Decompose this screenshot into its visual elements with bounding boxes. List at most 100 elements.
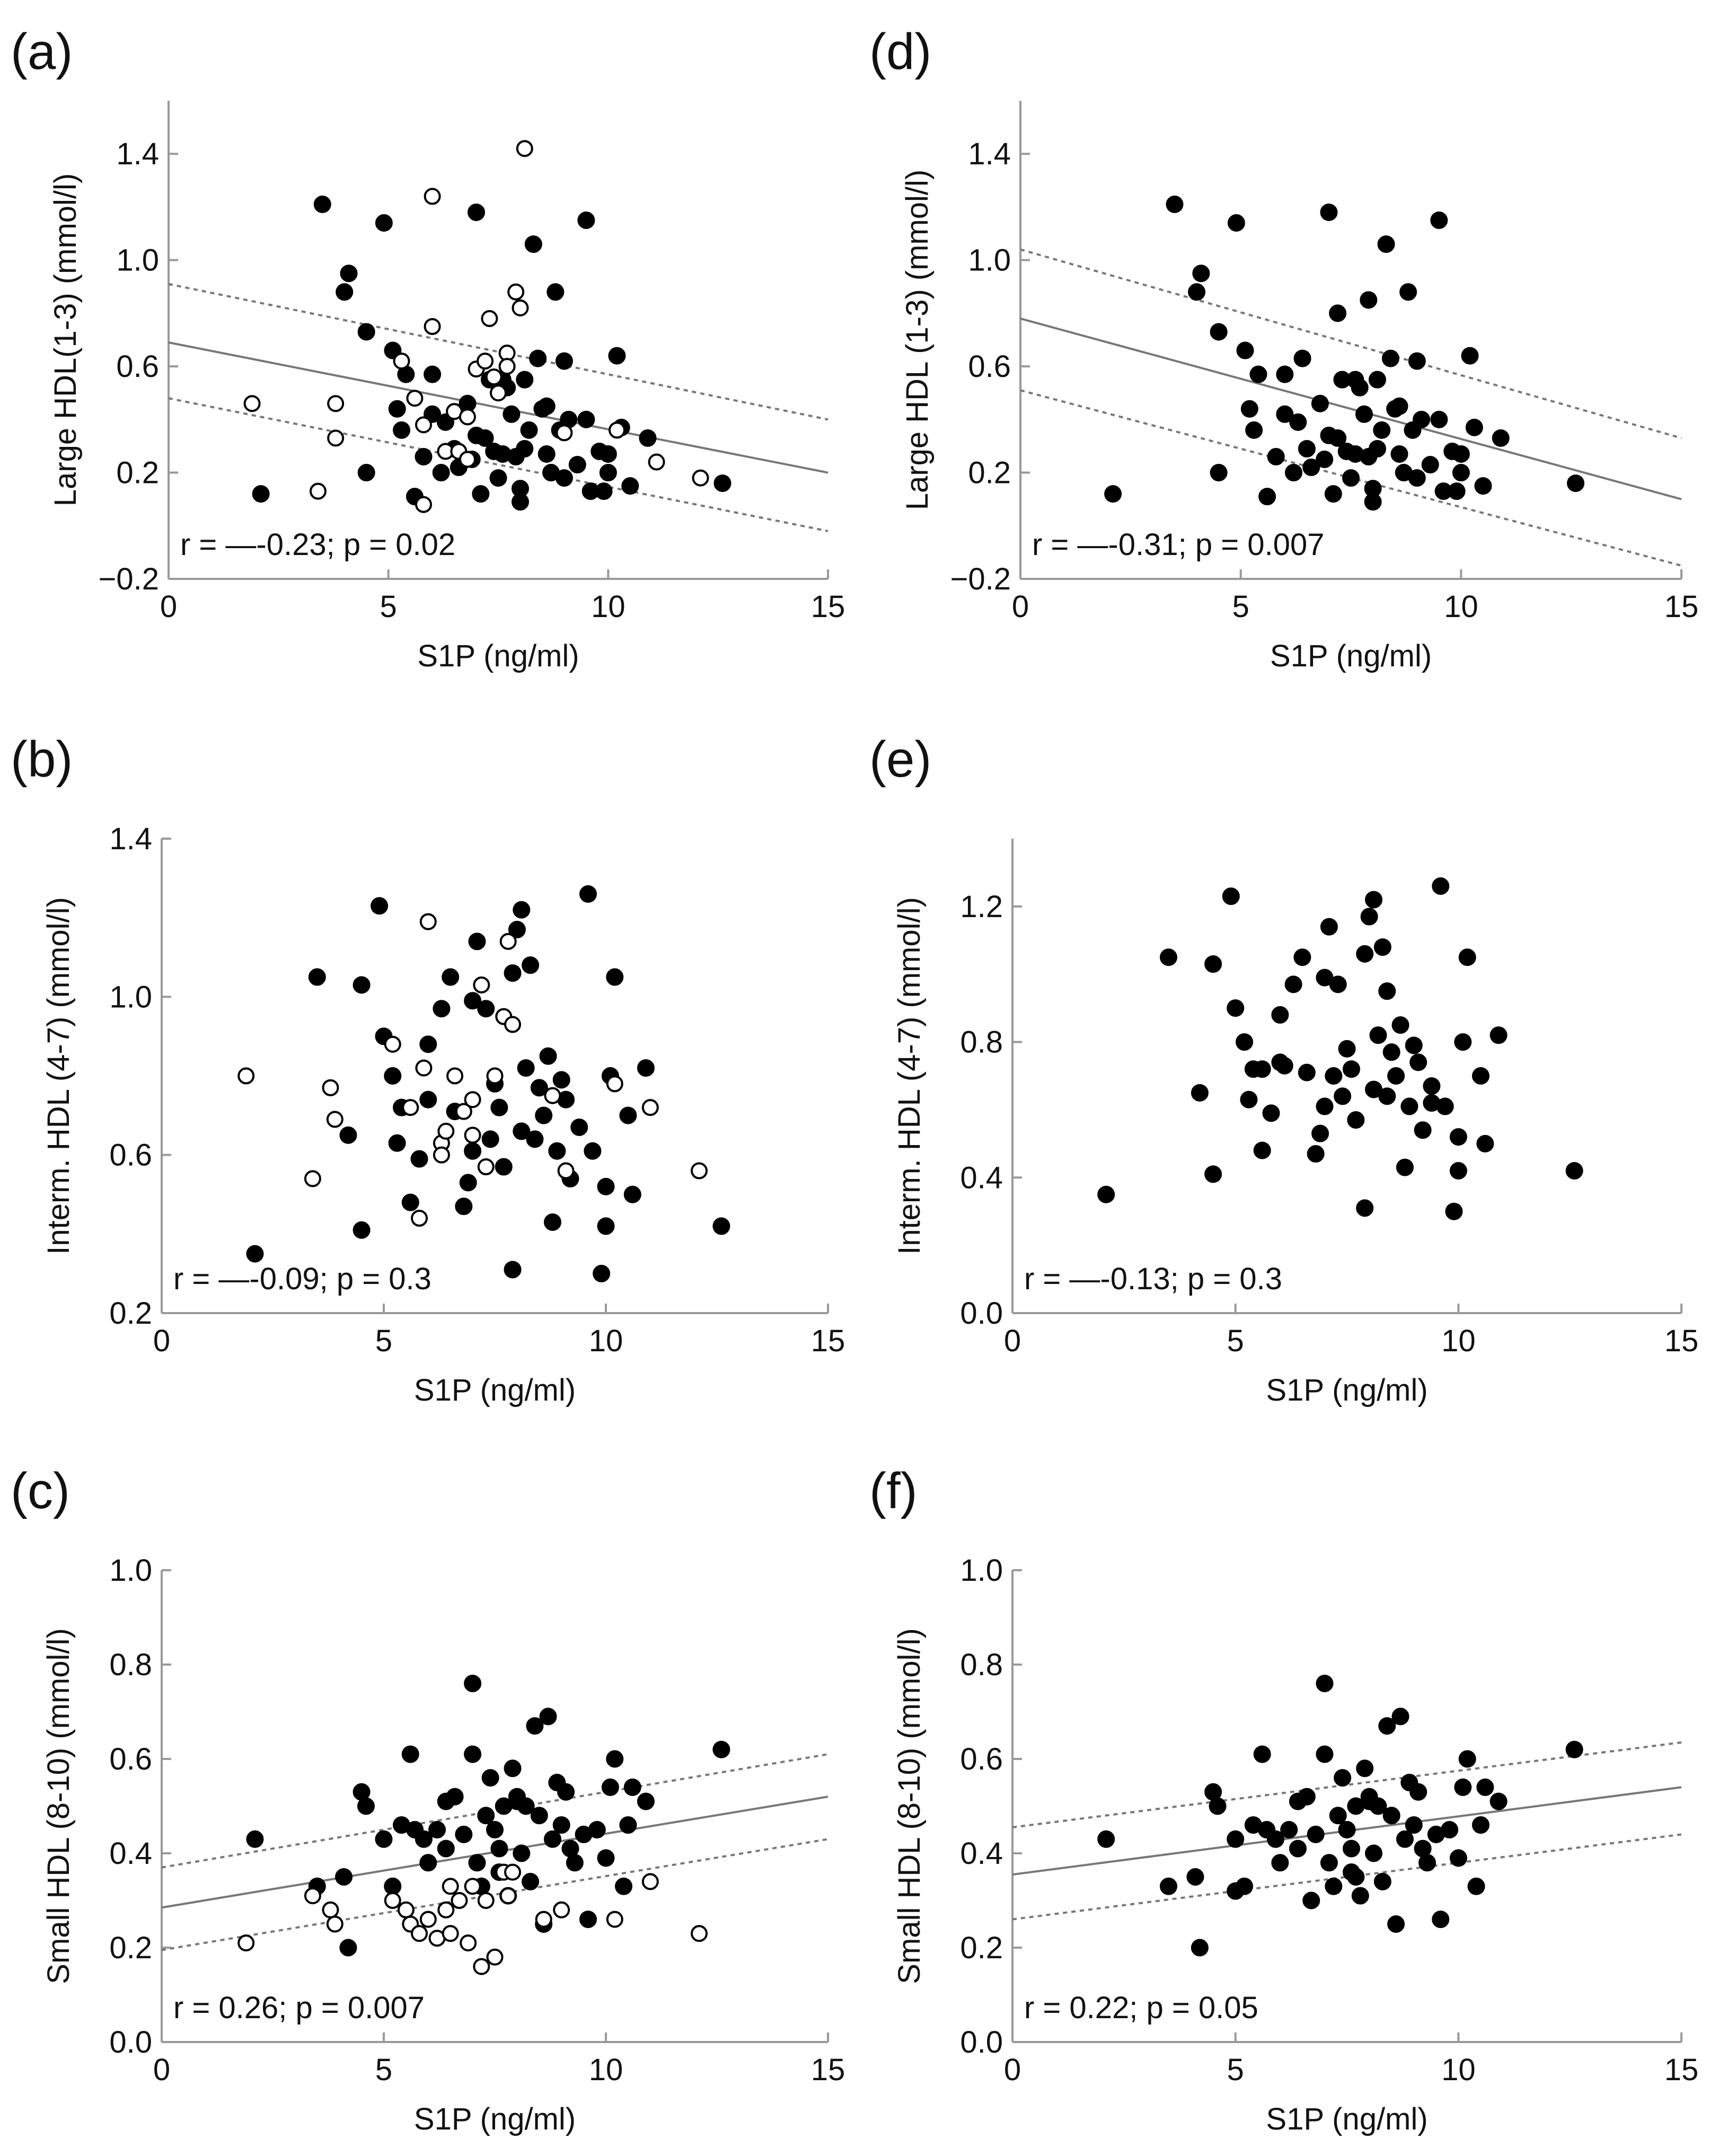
data-point-filled — [1364, 1844, 1382, 1862]
data-point-filled — [538, 397, 556, 415]
data-point-filled — [637, 1059, 655, 1077]
data-point-filled — [468, 203, 486, 221]
data-point-filled — [1320, 1854, 1338, 1872]
data-point-filled — [568, 456, 586, 474]
data-point-filled — [547, 283, 565, 301]
data-point-filled — [1307, 1825, 1325, 1843]
panel-letter: (e) — [869, 731, 931, 788]
y-tick-label: 1.4 — [116, 137, 159, 171]
data-point-filled — [384, 1067, 402, 1085]
data-point-filled — [1342, 1060, 1360, 1078]
data-point-filled — [1391, 1708, 1409, 1726]
data-point-filled — [252, 485, 270, 503]
data-point-filled — [1329, 975, 1347, 993]
data-point-filled — [1408, 352, 1426, 370]
data-point-filled — [1271, 1854, 1289, 1872]
data-point-filled — [477, 1807, 495, 1825]
data-point-open — [477, 1892, 495, 1909]
data-point-filled — [1409, 1053, 1428, 1071]
data-point-filled — [577, 212, 595, 229]
data-point-filled — [459, 1174, 477, 1192]
data-point-filled — [1369, 1026, 1387, 1044]
data-point-open — [322, 1901, 339, 1919]
x-axis-label: S1P (ng/ml) — [417, 639, 579, 673]
data-point-filled — [339, 1939, 357, 1957]
x-tick-label: 0 — [153, 1324, 170, 1358]
data-point-filled — [1364, 891, 1382, 909]
data-point-filled — [494, 445, 512, 463]
panel-letter: (f) — [869, 1463, 918, 1519]
correlation-stats: r = —-0.09; p = 0.3 — [173, 1262, 431, 1296]
y-tick-label: 0.2 — [960, 1931, 1003, 1965]
data-point-filled — [1280, 1821, 1298, 1838]
data-point-filled — [1235, 1033, 1253, 1051]
data-point-filled — [529, 349, 547, 367]
y-tick-label: 0.4 — [109, 1836, 152, 1871]
x-tick-label: 5 — [1232, 589, 1249, 624]
data-point-filled — [1465, 418, 1483, 436]
data-point-open — [326, 1915, 343, 1933]
y-tick-label: 1.0 — [968, 243, 1011, 278]
data-point-open — [556, 424, 573, 442]
x-tick-label: 15 — [1664, 589, 1699, 624]
panel-letter: (d) — [869, 23, 931, 80]
data-point-filled — [490, 1098, 508, 1116]
data-point-filled — [432, 464, 450, 482]
x-tick-label: 5 — [375, 1324, 392, 1358]
panel-f: (f) 0 5 10 15 0.0 0.2 0.4 0.6 0.8 1.0 S1P (ng/ml) Sm… — [869, 1463, 1698, 2136]
data-point-filled — [530, 1807, 548, 1825]
data-point-open — [499, 1887, 517, 1905]
data-point-open — [459, 451, 476, 468]
data-point-filled — [1316, 451, 1334, 468]
data-point-filled — [1368, 439, 1386, 457]
data-point-filled — [1351, 1887, 1369, 1905]
data-point-filled — [477, 1000, 495, 1018]
data-point-filled — [490, 1840, 508, 1858]
data-point-filled — [1449, 1128, 1467, 1146]
data-point-open — [557, 1162, 575, 1180]
data-point-filled — [526, 1130, 544, 1148]
data-point-open — [442, 1925, 459, 1942]
data-point-filled — [476, 429, 494, 447]
data-point-open — [641, 1873, 659, 1890]
data-point-open — [451, 1892, 468, 1909]
y-tick-label: 1.0 — [109, 1553, 152, 1588]
y-tick-label: 0.6 — [109, 1138, 152, 1173]
data-point-filled — [357, 323, 375, 341]
data-point-filled — [1452, 464, 1470, 482]
data-point-filled — [388, 400, 406, 418]
data-point-filled — [1329, 304, 1347, 322]
data-point-filled — [1408, 469, 1426, 487]
data-point-open — [237, 1934, 255, 1952]
data-point-filled — [1204, 955, 1222, 973]
data-point-filled — [637, 1792, 655, 1810]
y-tick-label: 0.4 — [960, 1160, 1003, 1195]
x-axis-label: S1P (ng/ml) — [414, 2102, 576, 2136]
data-point-filled — [1191, 1939, 1209, 1957]
data-point-filled — [526, 1717, 544, 1735]
data-point-filled — [495, 1158, 513, 1176]
x-tick-label: 15 — [1664, 2053, 1699, 2087]
y-tick-label: 0.2 — [116, 456, 159, 490]
data-point-filled — [340, 265, 358, 283]
x-tick-label: 0 — [1004, 1324, 1021, 1358]
data-point-filled — [621, 477, 639, 495]
data-point-filled — [712, 1740, 730, 1758]
data-point-filled — [1262, 1104, 1280, 1122]
data-point-filled — [415, 447, 433, 465]
data-point-filled — [419, 1090, 437, 1108]
x-tick-label: 10 — [591, 589, 625, 624]
data-point-filled — [1316, 1745, 1334, 1763]
data-point-filled — [577, 410, 595, 428]
data-point-filled — [1490, 1026, 1508, 1044]
x-tick-label: 15 — [811, 589, 845, 624]
x-tick-label: 10 — [1444, 589, 1478, 624]
data-point-filled — [522, 1872, 540, 1890]
data-point-filled — [1338, 1821, 1356, 1838]
x-axis-label: S1P (ng/ml) — [1266, 1373, 1428, 1407]
data-point-filled — [1342, 469, 1360, 487]
data-point-open — [459, 408, 476, 426]
data-point-filled — [455, 1825, 473, 1843]
data-point-filled — [1227, 214, 1245, 232]
data-point-filled — [588, 1821, 606, 1838]
